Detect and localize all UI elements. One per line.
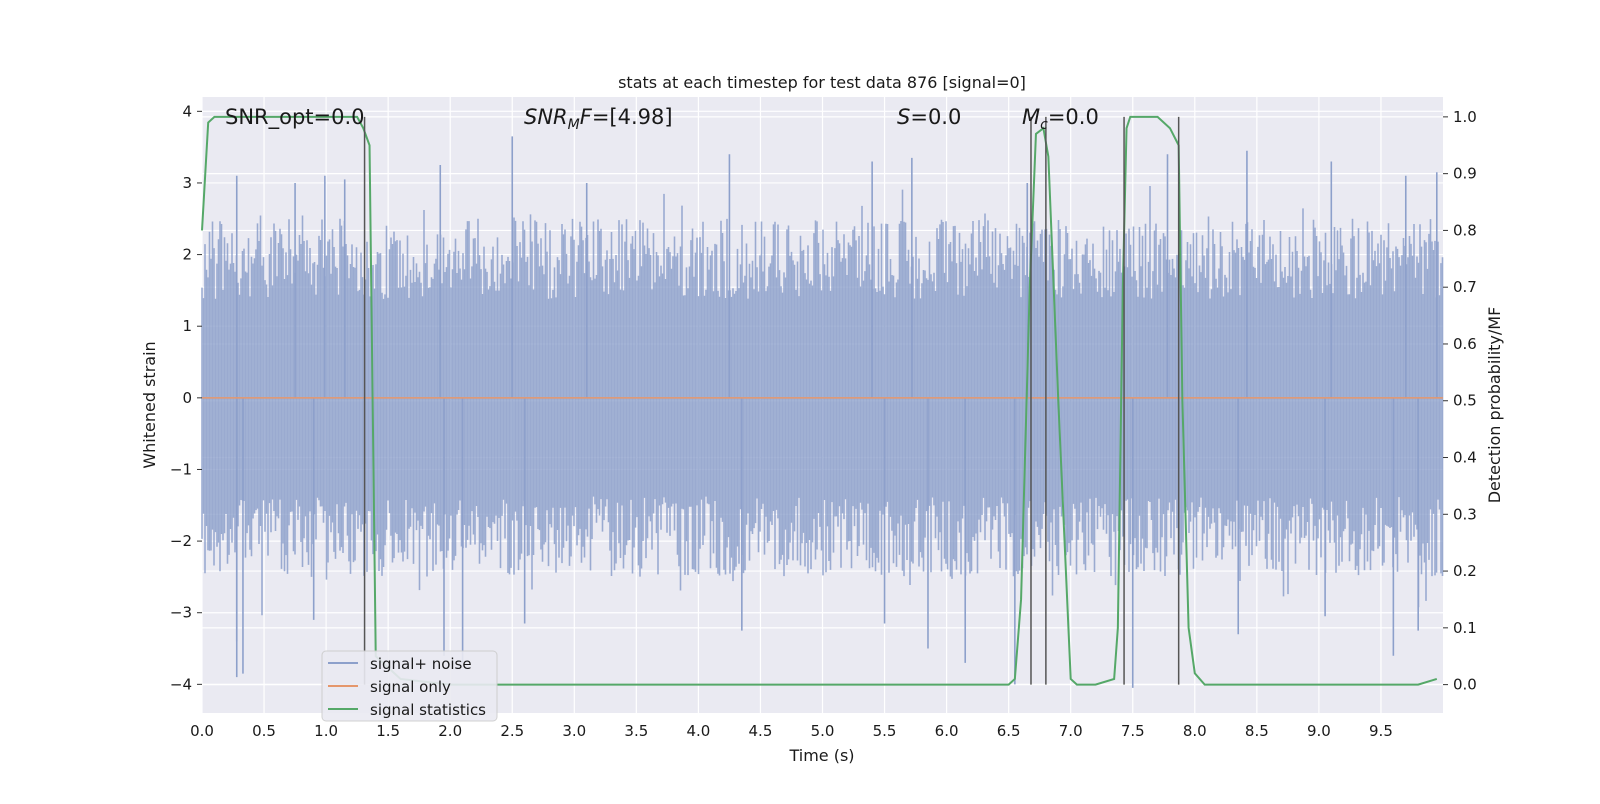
x-tick-label: 4.5 — [749, 722, 773, 740]
y-tick-label-right: 0.5 — [1453, 392, 1477, 410]
annotation-mc-value: =0.0 — [1048, 105, 1099, 129]
y-tick-label-right: 0.2 — [1453, 562, 1477, 580]
x-tick-label: 0.0 — [190, 722, 214, 740]
x-tick-label: 2.5 — [500, 722, 524, 740]
x-tick-label: 7.0 — [1059, 722, 1083, 740]
y-axis-label-right: Detection probability/MF — [1485, 307, 1504, 504]
legend: signal+ noise signal only signal statist… — [321, 650, 498, 722]
x-tick-label: 6.5 — [997, 722, 1021, 740]
annotation-snr-opt: SNR_opt=0.0 — [225, 105, 365, 130]
y-tick-label-right: 0.3 — [1453, 505, 1477, 523]
y-tick-label-right: 0.7 — [1453, 278, 1477, 296]
x-axis-label: Time (s) — [788, 746, 854, 765]
x-tick-label: 1.5 — [376, 722, 400, 740]
x-tick-label: 4.0 — [686, 722, 710, 740]
y-tick-label-left: −3 — [170, 604, 192, 622]
x-tick-label: 9.0 — [1307, 722, 1331, 740]
y-tick-label-right: 0.6 — [1453, 335, 1477, 353]
x-tick-label: 8.5 — [1245, 722, 1269, 740]
annotation-snr-mf: SNRMF=[4.98] — [524, 105, 673, 133]
x-tick-label: 3.5 — [624, 722, 648, 740]
legend-label-statistics: signal statistics — [370, 701, 486, 719]
y-tick-label-right: 0.8 — [1453, 221, 1477, 239]
legend-box — [321, 650, 498, 722]
x-tick-label: 9.5 — [1369, 722, 1393, 740]
annotation-snr-mf-value: =[4.98] — [592, 105, 673, 129]
x-tick-label: 5.0 — [811, 722, 835, 740]
x-tick-label: 5.5 — [873, 722, 897, 740]
svg-text:SNRMF=[4.98]: SNRMF=[4.98] — [524, 105, 673, 133]
annotation-s-value: =0.0 — [910, 105, 961, 129]
y-tick-label-right: 1.0 — [1453, 108, 1477, 126]
annotation-s: S=0.0 — [897, 105, 961, 129]
y-tick-label-left: 4 — [182, 102, 192, 120]
x-tick-label: 2.0 — [438, 722, 462, 740]
y-tick-label-left: −2 — [170, 532, 192, 550]
y-tick-label-left: 2 — [182, 246, 192, 264]
ticks: 0.0 0.5 1.0 1.5 2.0 2.5 3.0 3.5 4.0 4.5 5.0 5.5 6.0 6… — [170, 102, 1477, 740]
y-tick-label-left: 0 — [182, 389, 192, 407]
x-tick-label: 1.0 — [314, 722, 338, 740]
y-tick-label-right: 0.4 — [1453, 449, 1477, 467]
y-tick-label-right: 0.0 — [1453, 676, 1477, 694]
annotation-mc: Mc=0.0 — [1022, 105, 1099, 133]
x-tick-label: 8.0 — [1183, 722, 1207, 740]
signal-statistics-line — [201, 115, 1438, 686]
legend-label-signal: signal only — [370, 678, 451, 696]
x-tick-label: 0.5 — [252, 722, 276, 740]
chart-title: stats at each timestep for test data 876… — [618, 73, 1026, 92]
y-tick-label-left: 1 — [182, 317, 192, 335]
svg-text:Mc=0.0: Mc=0.0 — [1022, 105, 1099, 133]
signal-noise-series — [201, 136, 1444, 688]
series — [201, 115, 1443, 686]
y-axis-label-left: Whitened strain — [140, 341, 159, 468]
y-tick-label-left: −4 — [170, 675, 192, 693]
y-tick-label-left: −1 — [170, 460, 192, 478]
legend-label-noise: signal+ noise — [370, 655, 472, 673]
vertical-markers — [363, 116, 1180, 685]
x-tick-label: 7.5 — [1121, 722, 1145, 740]
y-tick-label-right: 0.9 — [1453, 165, 1477, 183]
noise-bars — [201, 185, 1444, 616]
svg-text:S=0.0: S=0.0 — [897, 105, 961, 129]
x-tick-label: 6.0 — [935, 722, 959, 740]
y-tick-label-right: 0.1 — [1453, 619, 1477, 637]
x-tick-label: 3.0 — [562, 722, 586, 740]
y-tick-label-left: 3 — [182, 174, 192, 192]
